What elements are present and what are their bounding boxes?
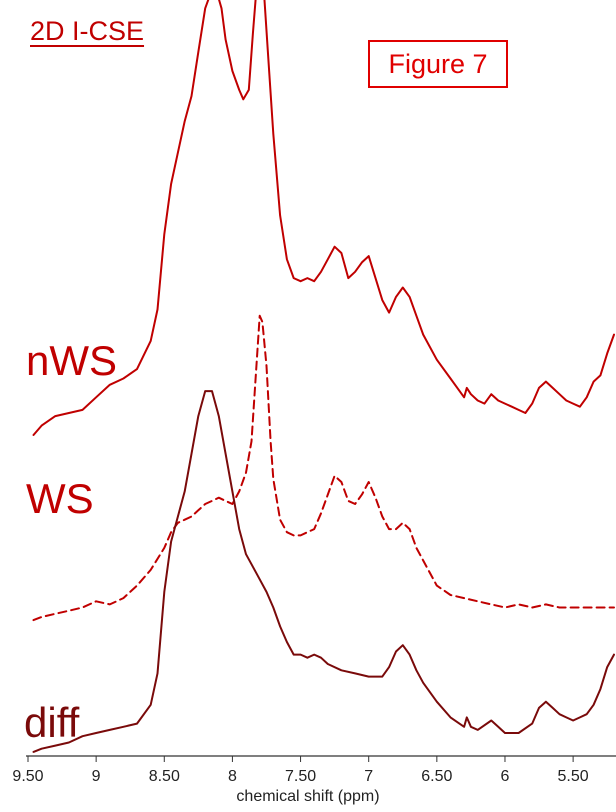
x-axis-label: chemical shift (ppm) bbox=[236, 788, 380, 805]
x-tick-label: 9.50 bbox=[12, 768, 43, 785]
series-line-nws bbox=[32, 0, 615, 436]
figure-label: Figure 7 bbox=[368, 40, 508, 88]
series-label-diff: diff bbox=[24, 699, 80, 746]
series-label-ws: WS bbox=[26, 475, 94, 522]
series-line-ws bbox=[32, 314, 615, 622]
x-tick-label: 9 bbox=[92, 768, 101, 785]
x-tick-label: 6 bbox=[501, 768, 510, 785]
series-line-diff bbox=[32, 390, 615, 753]
series-label-nws: nWS bbox=[26, 337, 118, 384]
x-tick-label: 8.50 bbox=[149, 768, 180, 785]
x-tick-label: 5.50 bbox=[558, 768, 589, 785]
x-tick-label: 8 bbox=[228, 768, 237, 785]
x-tick-label: 7 bbox=[364, 768, 373, 785]
x-tick-label: 7.50 bbox=[285, 768, 316, 785]
plot-title: 2D I-CSE bbox=[30, 16, 145, 46]
x-tick-label: 6.50 bbox=[421, 768, 452, 785]
